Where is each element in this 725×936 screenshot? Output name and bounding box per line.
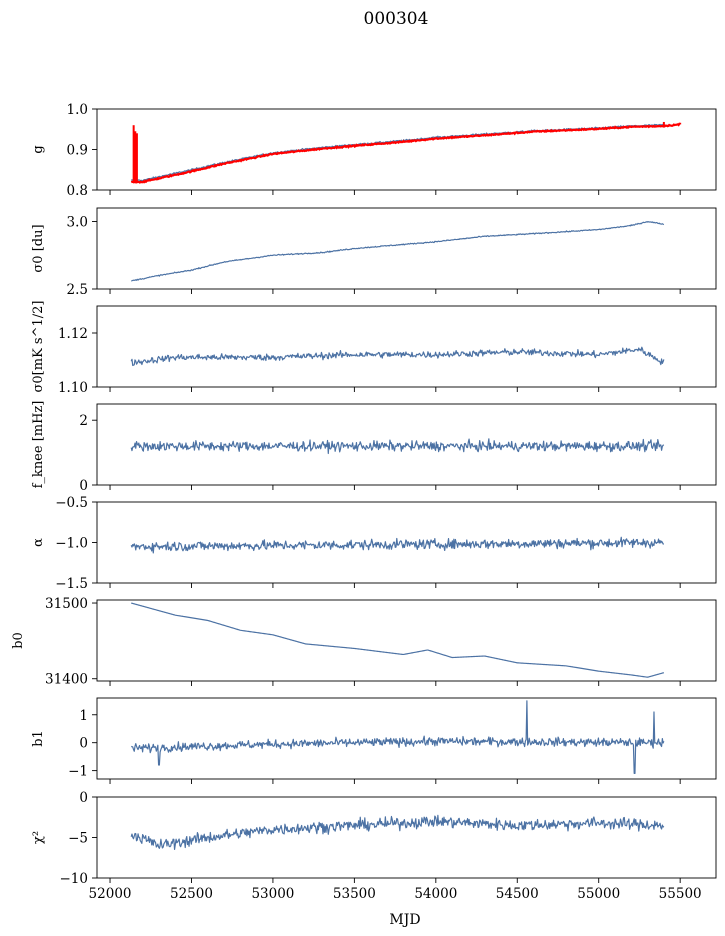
panel-sigma0-mk: 1.10 1.12 σ0[mK s^1/2]: [31, 301, 717, 396]
y-axis-label-chi2: χ²: [31, 831, 46, 844]
axes-frame-b1: [96, 697, 717, 780]
axes-frame-g: [96, 108, 717, 191]
y-tick-label-b1-2: 1: [79, 708, 88, 724]
y-axis-label-b0: b0: [11, 632, 26, 649]
series-line-fknee: [130, 438, 665, 455]
panel-sigma0-du: 2.5 3.0 σ0 [du]: [31, 207, 717, 298]
y-tick-label-fknee-1: 2: [79, 413, 88, 429]
series-line-b0: [131, 602, 665, 678]
y-tick-label-b0-0: 31400: [45, 672, 88, 688]
series-line-chi2: [130, 814, 665, 851]
axes-frame-sigma0-du: [96, 207, 717, 290]
x-axis-label: MJD: [389, 912, 420, 928]
y-tick-label-chi2-0: −10: [60, 871, 89, 887]
panels: 0.8 0.9 1.0 g 2.5 3.0 σ0 [du] 1.10 1.12 σ0[mK s^1…: [11, 102, 717, 902]
y-tick-label-alpha-0: −1.5: [55, 576, 88, 592]
y-tick-label-g-0: 0.8: [67, 183, 88, 199]
y-tick-label-chi2-1: −5: [68, 831, 88, 847]
y-tick-label-g-1: 0.9: [67, 143, 88, 159]
x-tick-label-3: 53500: [333, 886, 376, 902]
figure-title: 000304: [364, 9, 429, 29]
y-tick-label-alpha-1: −1.0: [55, 536, 88, 552]
x-tick-label-4: 54000: [414, 886, 457, 902]
series-line-b1: [131, 700, 665, 775]
y-tick-label-chi2-2: 0: [79, 790, 88, 806]
y-tick-label-sigma0-du-0: 2.5: [67, 282, 88, 298]
y-tick-label-fknee-0: 0: [79, 478, 88, 494]
panel-alpha: −1.5 −1.0 −0.5 α: [31, 495, 717, 592]
series-line-sigma0-mk: [130, 346, 665, 367]
x-tick-label-0: 52000: [89, 886, 132, 902]
y-tick-label-sigma0-mk-0: 1.10: [58, 380, 88, 396]
y-tick-label-g-2: 1.0: [67, 102, 88, 118]
y-tick-label-sigma0-mk-1: 1.12: [58, 326, 88, 342]
x-tick-label-1: 52500: [170, 886, 213, 902]
panel-b1: −1 0 1 b1: [31, 697, 717, 784]
y-axis-label-sigma0-mk: σ0[mK s^1/2]: [31, 301, 46, 393]
axes-frame-sigma0-mk: [96, 305, 717, 388]
series-line-g-overlay: [130, 122, 681, 184]
axes-frame-fknee: [96, 403, 717, 486]
x-tick-label-5: 54500: [496, 886, 539, 902]
panel-fknee: 0 2 f_knee [mHz]: [31, 401, 717, 494]
y-tick-label-b1-0: −1: [68, 764, 88, 780]
y-tick-label-b1-1: 0: [79, 736, 88, 752]
y-tick-label-alpha-2: −0.5: [55, 495, 88, 511]
y-tick-label-sigma0-du-1: 3.0: [67, 215, 88, 231]
panel-b0: 31400 31500 b0: [11, 596, 717, 688]
x-tick-label-6: 55000: [577, 886, 620, 902]
x-tick-label-2: 53000: [251, 886, 294, 902]
panel-g: 0.8 0.9 1.0 g: [31, 102, 717, 199]
y-axis-label-sigma0-du: σ0 [du]: [31, 224, 46, 272]
y-axis-label-b1: b1: [31, 730, 46, 747]
panel-chi2: −10 −5 0 52000 52500 53000 53500 54000 54500 5500…: [31, 790, 717, 902]
series-line-alpha: [130, 536, 665, 554]
axes-frame-b0: [96, 599, 717, 682]
x-tick-label-7: 55500: [659, 886, 702, 902]
y-axis-label-alpha: α: [31, 538, 46, 547]
series-line-sigma0-du: [130, 220, 665, 282]
series-line-g: [131, 123, 665, 182]
y-axis-label-fknee: f_knee [mHz]: [31, 401, 46, 489]
y-tick-label-b0-1: 31500: [45, 596, 88, 612]
y-axis-label-g: g: [31, 145, 46, 153]
